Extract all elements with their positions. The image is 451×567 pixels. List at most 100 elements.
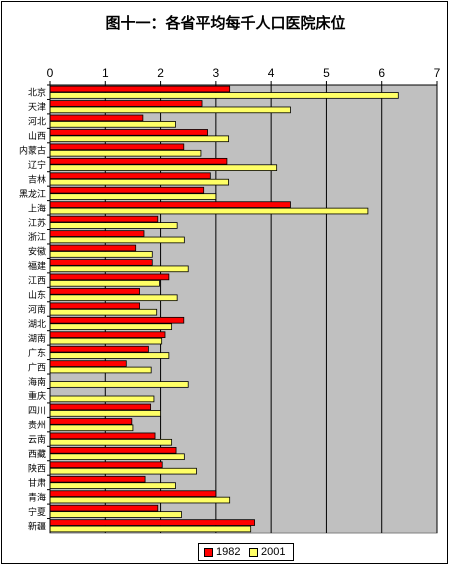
bar-1982-青海: [49, 490, 217, 497]
chart-title: 图十一：各省平均每千人口医院床位: [105, 14, 346, 32]
y-tick-label: 安徽: [28, 246, 46, 258]
x-tick-label: 1: [102, 66, 109, 80]
bar-2001-新疆: [49, 525, 252, 533]
bar-1982-新疆: [49, 519, 255, 526]
bar-2001-黑龙江: [49, 193, 217, 200]
y-tick-label: 河南: [28, 304, 46, 316]
x-tick-label: 0: [47, 66, 54, 80]
bar-1982-辽宁: [49, 157, 228, 165]
bar-1982-湖北: [49, 316, 185, 324]
legend: 1982 2001: [198, 543, 294, 561]
y-tick-label: 江西: [28, 276, 46, 287]
y-tick-label: 海南: [28, 376, 46, 388]
y-tick-label: 河北: [28, 116, 46, 128]
y-tick-label: 重庆: [28, 390, 46, 402]
y-tick-label: 西藏: [28, 448, 46, 460]
y-tick-label: 湖北: [28, 319, 46, 330]
bar-2001-云南: [49, 438, 173, 446]
bar-1982-山西: [49, 129, 208, 136]
bar-2001-西藏: [49, 453, 185, 461]
bar-1982-云南: [49, 432, 156, 440]
bar-2001-海南: [49, 381, 189, 388]
y-tick-label: 辽宁: [28, 159, 46, 171]
legend-label-1982: 1982: [216, 546, 241, 558]
bar-2001-陕西: [49, 467, 197, 475]
y-tick-label: 内蒙古: [19, 145, 46, 157]
bar-1982-山东: [49, 288, 140, 295]
y-tick-label: 浙江: [28, 231, 46, 243]
y-tick-label: 云南: [28, 434, 46, 446]
bar-1982-甘肃: [49, 475, 146, 483]
bar-1982-河南: [49, 302, 140, 310]
bar-2001-湖北: [49, 323, 173, 330]
bar-1982-广东: [49, 345, 149, 353]
x-tick-label: 7: [434, 66, 441, 80]
bar-2001-四川: [49, 410, 161, 417]
y-tick-label: 广东: [28, 347, 46, 359]
bar-2001-吉林: [49, 178, 229, 186]
bar-2001-上海: [49, 207, 369, 215]
bar-1982-内蒙古: [49, 143, 185, 151]
bar-2001-北京: [49, 92, 399, 99]
x-tick-label: 6: [378, 66, 385, 80]
y-tick-label: 广西: [28, 361, 46, 373]
bar-1982-贵州: [49, 418, 133, 425]
bar-1982-北京: [49, 85, 231, 93]
bar-1982-天津: [49, 100, 203, 107]
bar-2001-宁夏: [49, 511, 182, 518]
bar-1982-江西: [49, 273, 170, 281]
y-tick-label: 青海: [28, 491, 46, 503]
bar-2001-河北: [49, 121, 176, 128]
bar-2001-内蒙古: [49, 149, 202, 157]
bar-2001-辽宁: [49, 164, 278, 171]
bar-2001-湖南: [49, 337, 163, 345]
bar-1982-福建: [49, 259, 153, 266]
bar-1982-河北: [49, 114, 144, 122]
bar-1982-江苏: [49, 215, 159, 223]
bar-1982-安徽: [49, 244, 137, 252]
y-tick-label: 天津: [28, 102, 46, 113]
bar-2001-广东: [49, 352, 170, 359]
legend-swatch-2001: [249, 547, 258, 557]
bar-2001-江苏: [49, 222, 178, 229]
bar-2001-天津: [49, 106, 291, 114]
y-tick-label: 江苏: [28, 217, 46, 229]
bar-2001-山东: [49, 294, 178, 302]
y-tick-label: 黑龙江: [19, 188, 46, 200]
legend-entry-2001: 2001: [249, 546, 285, 558]
bar-2001-山西: [49, 135, 229, 143]
bar-1982-宁夏: [49, 504, 159, 512]
y-tick-label: 山西: [28, 131, 46, 142]
bar-2001-浙江: [49, 236, 185, 244]
y-tick-label: 湖南: [28, 332, 46, 344]
y-tick-label: 北京: [28, 87, 46, 99]
y-tick-label: 新疆: [28, 520, 46, 532]
bar-1982-广西: [49, 360, 127, 367]
bar-1982-陕西: [49, 461, 163, 469]
bar-1982-浙江: [49, 230, 145, 237]
x-tick-label: 3: [213, 66, 220, 80]
bar-2001-河南: [49, 308, 158, 316]
bar-2001-青海: [49, 496, 231, 504]
y-tick-label: 陕西: [28, 462, 46, 474]
bar-2001-贵州: [49, 424, 134, 432]
bar-2001-福建: [49, 265, 189, 273]
y-tick-label: 贵州: [28, 419, 46, 431]
bar-2001-重庆: [49, 395, 155, 403]
y-tick-label: 甘肃: [28, 477, 46, 489]
bar-2001-安徽: [49, 251, 153, 258]
bar-1982-西藏: [49, 447, 177, 454]
legend-label-2001: 2001: [261, 546, 286, 558]
bar-2001-甘肃: [49, 482, 176, 489]
y-tick-label: 宁夏: [28, 506, 46, 518]
bar-1982-湖南: [49, 331, 166, 339]
y-tick-label: 吉林: [28, 173, 46, 185]
y-tick-label: 福建: [28, 260, 46, 272]
bar-2001-广西: [49, 366, 152, 374]
x-tick-label: 5: [323, 66, 330, 80]
x-tick-label: 2: [157, 66, 164, 80]
bar-1982-四川: [49, 403, 152, 411]
x-tick-label: 4: [268, 66, 275, 80]
bar-1982-吉林: [49, 172, 211, 180]
